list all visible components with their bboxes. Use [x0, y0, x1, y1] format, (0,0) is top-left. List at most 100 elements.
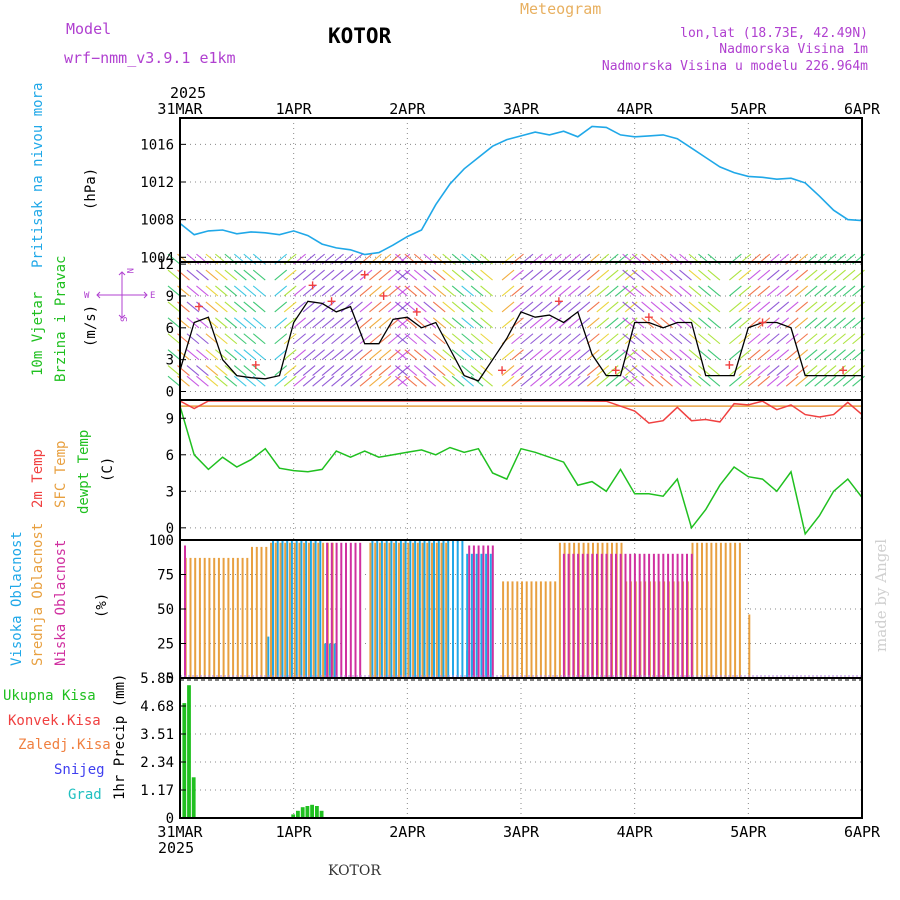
wind-barb [274, 317, 288, 329]
wind-barb [688, 285, 702, 297]
compass-arrows-icon [96, 271, 148, 319]
wind-barb [785, 333, 799, 345]
wind-barb [423, 269, 437, 281]
cloud-mid-bar [189, 557, 192, 678]
station-elevation: Nadmorska Visina 1m [719, 42, 868, 57]
cloud-low-bar [359, 542, 362, 678]
cloud-mid-bar [217, 557, 220, 678]
wind-barb [404, 301, 418, 313]
pressure-unit: (hPa) [83, 168, 99, 210]
wind-barb [340, 365, 354, 377]
wind-barb [650, 301, 664, 313]
wind-barb [795, 333, 809, 345]
cloud-low-bar [184, 545, 186, 678]
wind-barb [660, 365, 673, 377]
wind-barb [757, 301, 771, 313]
wind-barb [596, 301, 610, 313]
wind-barb [688, 365, 702, 377]
wind-barb [679, 285, 692, 297]
wind-barb [432, 375, 446, 387]
temp-unit: (C) [100, 457, 116, 482]
wind-barb [577, 365, 591, 377]
wind-barb [707, 333, 721, 345]
wind-barb [461, 285, 474, 297]
wind-barb [167, 317, 181, 329]
wind-barb [738, 375, 752, 387]
wind-barb [785, 375, 799, 387]
cloud-high-bar [385, 540, 388, 678]
cloud-high-bar [290, 540, 293, 678]
precip-bar [315, 806, 319, 818]
y-tick-label: 25 [157, 637, 174, 653]
cloud-low-bar [662, 553, 665, 678]
wind-barb [413, 301, 427, 313]
wind-barb [568, 365, 581, 377]
cloud-mid-bar [383, 542, 386, 678]
cloud-mid-bar [274, 542, 277, 678]
wind-barb [423, 301, 437, 313]
wind-barb [738, 365, 752, 377]
cloud-high-bar [452, 540, 454, 678]
wind-barb [302, 365, 316, 377]
wind-barb [707, 269, 721, 281]
wind-barb [568, 269, 581, 281]
cloud-high-bar [485, 553, 488, 678]
wind-barb [596, 375, 610, 387]
wind-barb [650, 375, 664, 387]
wind-barb [586, 301, 600, 313]
cloud-high-bar [286, 540, 289, 678]
wind-barb [641, 269, 654, 281]
cloud-mid-bar [412, 542, 415, 678]
wind-barb [461, 269, 474, 281]
precip-bar [300, 807, 305, 818]
wind-barb [766, 269, 780, 281]
wind-barb [233, 269, 247, 281]
cloud-high-bar [395, 540, 398, 678]
wind-barb [397, 375, 411, 387]
wind-barb [224, 285, 238, 297]
wind-barb [432, 333, 446, 345]
wind-barb [776, 375, 790, 387]
wind-barb [274, 333, 288, 345]
wind-barb [766, 333, 780, 345]
wind-barb [660, 349, 673, 361]
wind-gust-point [379, 291, 388, 300]
wind-barb [243, 375, 257, 387]
cloud-mid-bar [421, 542, 424, 678]
wind-barb [511, 349, 524, 361]
cloud-low-bar [681, 553, 684, 678]
wind-barb [622, 365, 636, 377]
wind-barb [167, 375, 181, 387]
wind-barb [707, 375, 721, 387]
wind-barb [331, 349, 344, 361]
wind-barb [622, 349, 636, 361]
wind-barb [577, 269, 591, 281]
wind-barb [205, 349, 219, 361]
cloud-mid-bar [198, 557, 201, 678]
wind-barb [804, 349, 818, 361]
wind-barb [252, 301, 266, 313]
wind-barb [586, 365, 600, 377]
cloud-low-bar [477, 545, 480, 678]
cloud-high-bar [447, 540, 450, 678]
cloud-mid-bar [435, 542, 438, 678]
wind-barb [302, 301, 316, 313]
wind-gust-point [498, 366, 507, 375]
wind-barb [586, 333, 600, 345]
wind-barb [688, 333, 702, 345]
wind-barb [196, 375, 209, 387]
wind-barb [274, 269, 288, 281]
cloud-mid-bar [284, 542, 287, 678]
cloud-low-bar [615, 553, 617, 678]
wind-barb [293, 317, 307, 329]
cloud-mid-bar [307, 542, 310, 678]
wind-barb [293, 301, 307, 313]
cloud-mid-bar [251, 546, 253, 678]
wind-barb [451, 269, 465, 281]
wind-barb [698, 285, 711, 297]
wind-barb [615, 285, 629, 297]
wind-barb [842, 375, 856, 387]
time-tick-label-top: 6APR [844, 100, 881, 118]
wind-barb [413, 333, 427, 345]
cloud-high-bar [489, 553, 492, 678]
